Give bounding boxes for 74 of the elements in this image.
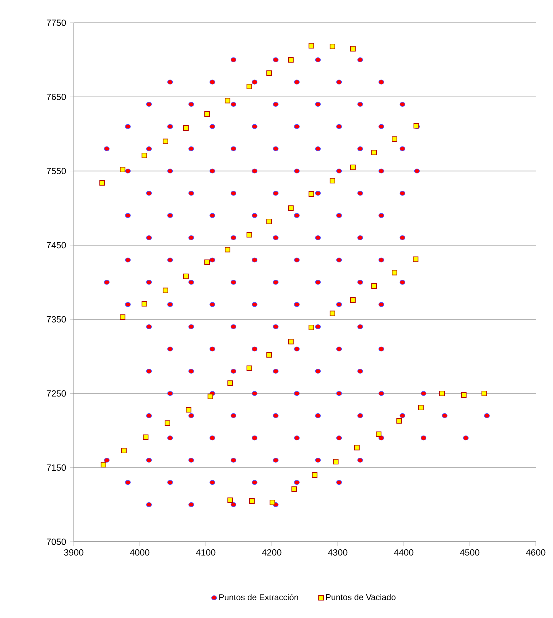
point [121, 448, 127, 454]
y-tick-label: 7050 [46, 538, 66, 546]
y-tick-label: 7150 [46, 464, 66, 472]
point [225, 247, 231, 253]
point [392, 270, 398, 276]
x-tick-label: 4000 [130, 550, 150, 556]
point [376, 432, 382, 438]
legend-label: Puntos de Vaciado [326, 594, 396, 600]
point [440, 390, 446, 396]
point [142, 301, 148, 307]
point [392, 136, 398, 142]
x-tick-label: 4400 [394, 550, 414, 556]
y-tick-label: 7350 [46, 316, 66, 323]
point [100, 180, 106, 186]
point [100, 462, 106, 468]
point [204, 260, 210, 266]
point [164, 420, 170, 426]
point [208, 394, 214, 400]
point [312, 472, 318, 478]
point [372, 150, 378, 156]
x-tick-label: 4100 [196, 550, 216, 556]
point [288, 206, 294, 212]
point [330, 310, 336, 316]
point [120, 167, 126, 173]
y-tick-label: 7750 [46, 20, 66, 26]
point [333, 459, 339, 465]
point [308, 324, 314, 330]
y-tick-label: 7250 [46, 390, 66, 397]
point [246, 232, 252, 238]
point [292, 486, 298, 492]
point [249, 498, 255, 504]
point [396, 418, 402, 424]
point [120, 314, 126, 320]
point [143, 434, 149, 440]
point [142, 152, 148, 158]
point [288, 57, 294, 63]
point [228, 380, 234, 386]
point [330, 44, 336, 50]
point [186, 407, 192, 413]
point [204, 111, 210, 117]
point [183, 274, 189, 280]
point [461, 392, 467, 398]
point [246, 366, 252, 372]
point [266, 352, 272, 358]
point [372, 283, 378, 289]
point [350, 164, 356, 170]
point [308, 192, 314, 198]
point [162, 138, 168, 144]
point [354, 445, 360, 451]
y-tick-label: 7450 [46, 242, 66, 249]
legend-label: Puntos de Extracción [220, 594, 298, 600]
point [225, 98, 231, 104]
point [330, 178, 336, 184]
point [270, 500, 276, 506]
y-tick-label: 7550 [46, 168, 66, 174]
x-tick-label: 4300 [328, 550, 348, 556]
point [413, 256, 419, 262]
point [266, 70, 272, 76]
x-tick-label: 4500 [460, 550, 480, 556]
y-tick-label: 7650 [46, 94, 66, 100]
point [288, 339, 294, 345]
point [183, 126, 189, 132]
x-tick-label: 4200 [262, 550, 282, 556]
point [308, 43, 314, 49]
x-tick-label: 4600 [526, 550, 546, 556]
point [418, 405, 424, 411]
point [162, 288, 168, 294]
point [350, 298, 356, 304]
x-tick-label: 3900 [64, 550, 84, 556]
point [482, 390, 488, 396]
point [266, 218, 272, 224]
point [228, 498, 234, 504]
point [246, 84, 252, 90]
point [350, 46, 356, 52]
